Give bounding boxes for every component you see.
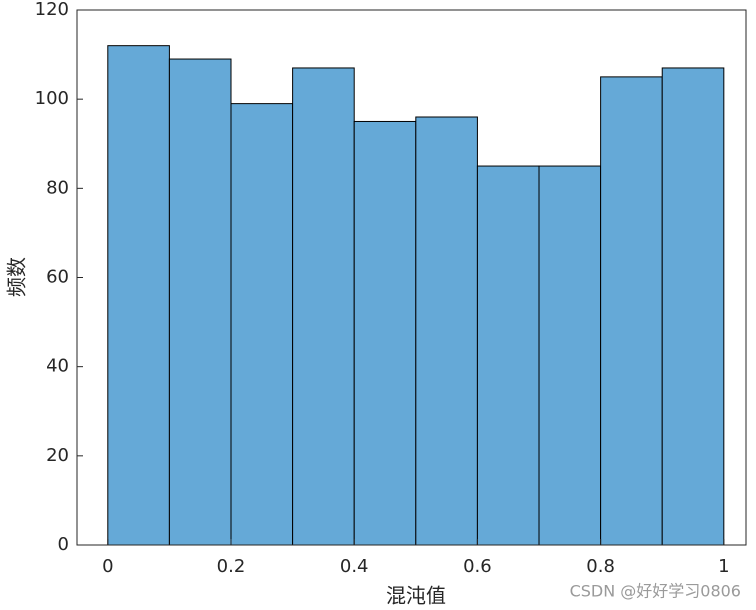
y-tick-label: 100 (35, 88, 69, 109)
bar (107, 45, 170, 546)
y-axis-label: 频数 (5, 257, 29, 297)
x-axis-label: 混沌值 (386, 584, 446, 608)
x-tick-label: 0.4 (340, 556, 369, 577)
watermark: CSDN @好好学习0806 (570, 582, 741, 601)
x-tick-label: 0.6 (463, 556, 492, 577)
x-tick-label: 0.8 (586, 556, 615, 577)
bar (292, 67, 355, 546)
y-tick-label: 40 (46, 356, 69, 377)
bar (168, 58, 232, 546)
bar (415, 116, 478, 546)
bar (230, 103, 294, 546)
bar (476, 165, 540, 546)
y-tick-label: 0 (58, 534, 69, 555)
bar (353, 120, 417, 546)
y-tick-label: 80 (46, 177, 69, 198)
bar (538, 165, 602, 546)
bar (661, 67, 725, 546)
x-tick-label: 1 (718, 556, 729, 577)
x-tick-label: 0.2 (217, 556, 246, 577)
bar (600, 76, 663, 546)
y-tick-label: 120 (35, 0, 69, 20)
y-tick-label: 60 (46, 267, 69, 288)
y-tick-label: 20 (46, 445, 69, 466)
x-tick-label: 0 (102, 556, 113, 577)
